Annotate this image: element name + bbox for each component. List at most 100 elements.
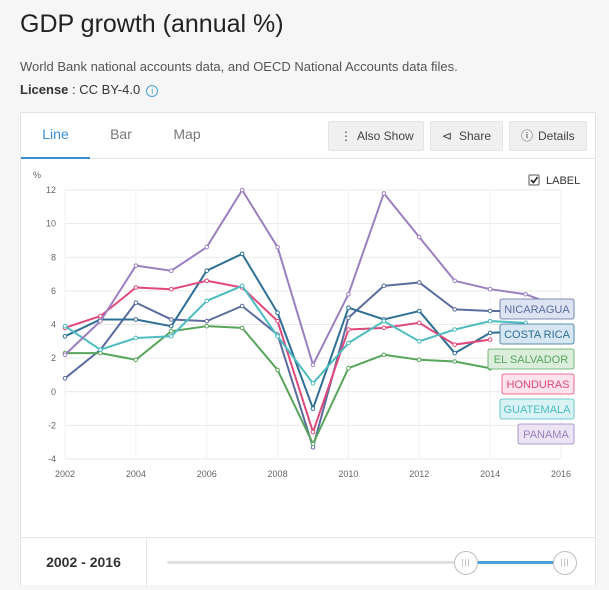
data-point[interactable]: [168, 333, 174, 339]
data-point[interactable]: [204, 278, 210, 284]
data-point[interactable]: [168, 268, 174, 273]
data-point[interactable]: [239, 187, 245, 193]
details-button[interactable]: ⓘ Details: [509, 121, 587, 151]
info-icon[interactable]: i: [146, 85, 159, 97]
data-point[interactable]: [487, 286, 493, 292]
data-point[interactable]: [133, 317, 139, 322]
data-point[interactable]: [62, 352, 68, 358]
series-label: NICARAGUA: [504, 304, 570, 316]
data-point[interactable]: [416, 234, 422, 240]
label-checkbox[interactable]: [528, 174, 540, 186]
series-line[interactable]: [64, 284, 526, 385]
data-point[interactable]: [133, 335, 139, 341]
data-point[interactable]: [381, 191, 387, 196]
data-point[interactable]: [346, 327, 351, 332]
data-point[interactable]: [275, 244, 280, 250]
tab-bar-chart[interactable]: Bar: [110, 126, 132, 142]
data-point[interactable]: [310, 406, 316, 411]
x-tick-label: 2012: [409, 469, 429, 479]
data-point[interactable]: [168, 317, 174, 322]
data-point[interactable]: [487, 330, 493, 336]
data-point[interactable]: [168, 286, 174, 292]
data-point[interactable]: [452, 350, 458, 356]
series-line[interactable]: [64, 281, 526, 449]
data-point[interactable]: [416, 320, 422, 326]
data-point[interactable]: [416, 357, 422, 363]
data-point[interactable]: [381, 318, 387, 324]
details-label: Details: [538, 129, 575, 143]
range-slider-track[interactable]: [167, 561, 567, 564]
data-point[interactable]: [133, 357, 139, 363]
data-point[interactable]: [204, 244, 210, 250]
data-point[interactable]: [239, 303, 245, 309]
data-point[interactable]: [275, 367, 280, 373]
y-tick-label: 6: [51, 286, 56, 296]
grid-lines: [64, 189, 562, 460]
tab-map[interactable]: Map: [173, 126, 201, 142]
data-point[interactable]: [346, 315, 351, 321]
range-start-handle[interactable]: |||: [454, 551, 478, 575]
data-point[interactable]: [204, 268, 210, 273]
data-point[interactable]: [239, 251, 245, 257]
data-point[interactable]: [346, 305, 351, 310]
data-point[interactable]: [239, 325, 245, 331]
series-line[interactable]: [64, 252, 526, 410]
data-point[interactable]: [416, 308, 422, 314]
source-text: World Bank national accounts data, and O…: [20, 59, 458, 74]
data-point[interactable]: [275, 333, 280, 339]
data-point[interactable]: [62, 333, 68, 339]
data-point[interactable]: [62, 323, 68, 329]
data-point[interactable]: [452, 307, 458, 312]
data-point[interactable]: [452, 342, 458, 347]
data-point[interactable]: [204, 298, 210, 304]
data-point[interactable]: [523, 291, 528, 297]
data-point[interactable]: [98, 347, 103, 353]
data-point[interactable]: [168, 323, 174, 329]
label-toggle[interactable]: LABEL: [528, 174, 580, 187]
data-point[interactable]: [98, 313, 103, 319]
series-labels: NICARAGUA COSTA RICA EL SALVADOR HONDURAS GU…: [487, 298, 575, 445]
also-show-button[interactable]: ⋮ Also Show: [328, 121, 424, 151]
data-point[interactable]: [381, 283, 387, 289]
x-tick-label: 2008: [268, 469, 288, 479]
tab-line[interactable]: Line: [21, 113, 90, 159]
data-point[interactable]: [452, 278, 458, 284]
data-point[interactable]: [487, 308, 493, 314]
data-point[interactable]: [487, 318, 493, 324]
data-point[interactable]: [133, 263, 139, 268]
data-point[interactable]: [310, 381, 316, 386]
range-end-handle[interactable]: |||: [553, 551, 577, 575]
x-tick-label: 2014: [480, 469, 500, 479]
range-separator: -: [81, 554, 86, 570]
data-point[interactable]: [98, 318, 103, 324]
data-point[interactable]: [416, 280, 422, 285]
data-point[interactable]: [310, 362, 316, 368]
data-point[interactable]: [204, 323, 210, 329]
data-point[interactable]: [204, 318, 210, 324]
data-point[interactable]: [239, 283, 245, 289]
data-point[interactable]: [62, 376, 68, 381]
data-point[interactable]: [133, 300, 139, 305]
checkmark-icon: [530, 176, 539, 184]
share-button[interactable]: ⊲ Share: [430, 121, 503, 151]
data-point[interactable]: [346, 365, 351, 371]
data-point[interactable]: [346, 291, 351, 297]
data-point[interactable]: [381, 325, 387, 331]
data-point[interactable]: [310, 429, 316, 435]
data-point[interactable]: [416, 339, 422, 344]
y-tick-label: 10: [46, 219, 56, 229]
data-point[interactable]: [275, 318, 280, 324]
data-point[interactable]: [346, 340, 351, 346]
data-point[interactable]: [133, 285, 139, 290]
data-point[interactable]: [487, 337, 493, 342]
data-point[interactable]: [452, 359, 458, 364]
also-show-label: Also Show: [357, 129, 414, 143]
data-point[interactable]: [275, 310, 280, 316]
series-label: EL SALVADOR: [494, 354, 568, 366]
data-point[interactable]: [168, 328, 174, 334]
data-point[interactable]: [452, 327, 458, 332]
data-point[interactable]: [381, 352, 387, 358]
data-point[interactable]: [310, 441, 316, 447]
x-tick-label: 2004: [126, 469, 146, 479]
